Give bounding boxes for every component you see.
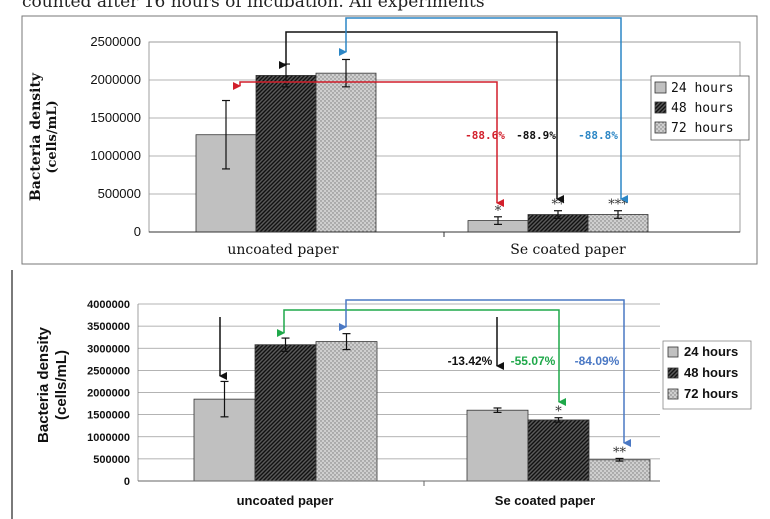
percent-change-label: -88.6% <box>465 129 505 142</box>
y-tick-label: 2500000 <box>90 34 141 49</box>
legend-label: 24 hours <box>684 344 738 359</box>
y-tick-label: 2000000 <box>90 72 141 87</box>
y-tick-label: 1000000 <box>87 432 130 444</box>
legend-swatch-72h <box>667 388 679 400</box>
chart-2-ylabel: Bacteria density <box>35 326 52 443</box>
chart-2: 0 500000 1000000 1500000 2000000 2500000 30000… <box>11 270 752 519</box>
y-tick-label: 3500000 <box>87 321 130 333</box>
legend-label: 72 hours <box>671 121 734 136</box>
legend-swatch-24h <box>654 81 667 94</box>
chart-2-legend: 24 hours 48 hours 72 hours <box>662 340 752 410</box>
percent-change-label: -88.9% <box>516 129 556 142</box>
bar <box>527 419 590 482</box>
legend-swatch-72h <box>654 121 667 134</box>
y-tick-label: 1000000 <box>90 148 141 163</box>
legend-label: 48 hours <box>684 365 738 380</box>
legend-swatch-24h <box>667 346 679 358</box>
chart-1-legend: 24 hours 48 hours 72 hours <box>650 75 750 141</box>
chart-2-category-label: Se coated paper <box>495 493 595 508</box>
y-tick-label: 4000000 <box>87 299 130 311</box>
y-tick-label: 1500000 <box>90 110 141 125</box>
legend-label: 24 hours <box>671 81 734 96</box>
y-tick-label: 0 <box>124 476 130 488</box>
y-tick-label: 0 <box>134 224 141 239</box>
y-tick-label: 500000 <box>98 186 141 201</box>
significance-marker: *** <box>608 198 628 213</box>
percent-change-label: -88.8% <box>578 129 618 142</box>
y-tick-label: 2500000 <box>87 365 130 377</box>
percent-change-label: -84.09% <box>575 354 620 368</box>
comparison-arrow-blue <box>339 17 628 203</box>
bar <box>255 75 317 233</box>
significance-marker: ** <box>552 198 566 213</box>
y-tick-label: 3000000 <box>87 343 130 355</box>
bar <box>315 72 377 233</box>
bar <box>588 459 651 482</box>
significance-marker: * <box>495 204 502 219</box>
bar <box>254 344 317 482</box>
comparison-arrow-blue <box>339 299 631 447</box>
significance-marker: ** <box>613 445 627 460</box>
bar <box>315 341 378 482</box>
percent-change-label: -55.07% <box>511 354 556 368</box>
percent-change-label: -13.42% <box>448 354 493 368</box>
chart-1-category-label: Se coated paper <box>510 242 626 258</box>
chart-1-category-label: uncoated paper <box>227 242 339 258</box>
legend-label: 72 hours <box>684 386 738 401</box>
significance-marker: * <box>555 405 562 420</box>
legend-swatch-48h <box>654 101 667 114</box>
y-tick-label: 2000000 <box>87 388 130 400</box>
legend-label: 48 hours <box>671 101 734 116</box>
caption-fragment: counted after 16 hours of incubation. Al… <box>22 0 485 12</box>
y-tick-label: 500000 <box>93 454 130 466</box>
bar <box>466 409 529 482</box>
chart-2-ylabel-unit: (cells/mL) <box>53 350 70 420</box>
y-tick-label: 1500000 <box>87 410 130 422</box>
legend-swatch-48h <box>667 367 679 379</box>
chart-1-ylabel-unit: (cells/mL) <box>45 100 60 173</box>
chart-2-category-label: uncoated paper <box>237 493 334 508</box>
chart-1-ylabel: Bacteria density <box>28 72 44 201</box>
